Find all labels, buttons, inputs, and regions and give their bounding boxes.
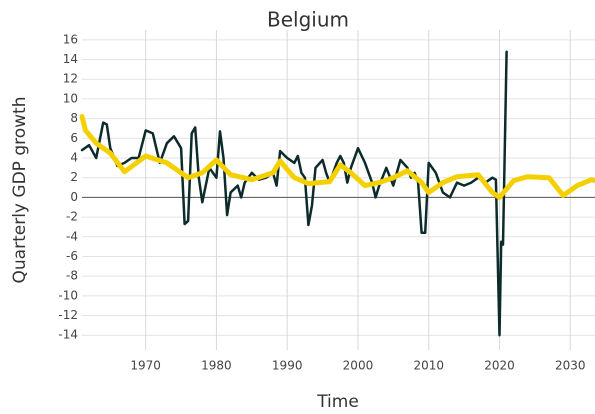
y-tick-label: 6 (70, 131, 78, 145)
y-tick-label: 10 (63, 91, 78, 105)
y-tick-label: 2 (70, 170, 78, 184)
y-tick-label: -2 (66, 210, 78, 224)
y-tick-label: 12 (63, 72, 78, 86)
y-tick-label: 4 (70, 151, 78, 165)
y-tick-label: -6 (66, 249, 78, 263)
y-tick-label: -8 (66, 269, 78, 283)
y-axis-title: Quarterly GDP growth (10, 97, 30, 284)
x-tick-label: 2000 (343, 359, 374, 373)
y-tick-label: -10 (58, 288, 78, 302)
series-line (79, 114, 595, 200)
y-tick-label: 16 (63, 32, 78, 46)
y-tick-label: 0 (70, 190, 78, 204)
x-tick-label: 2010 (413, 359, 444, 373)
y-tick-label: -4 (66, 229, 78, 243)
x-tick-label: 1990 (272, 359, 303, 373)
y-tick-label: -12 (58, 308, 78, 322)
y-tick-label: -14 (58, 328, 78, 342)
x-tick-label: 2030 (555, 359, 586, 373)
series-line (80, 50, 508, 337)
x-tick-label: 1970 (130, 359, 161, 373)
x-tick-label: 2020 (484, 359, 515, 373)
x-tick-label: 1980 (201, 359, 232, 373)
x-axis-title: Time (316, 392, 359, 412)
y-tick-label: 14 (63, 52, 78, 66)
chart-title: Belgium (267, 8, 349, 32)
y-tick-label: 8 (70, 111, 78, 125)
